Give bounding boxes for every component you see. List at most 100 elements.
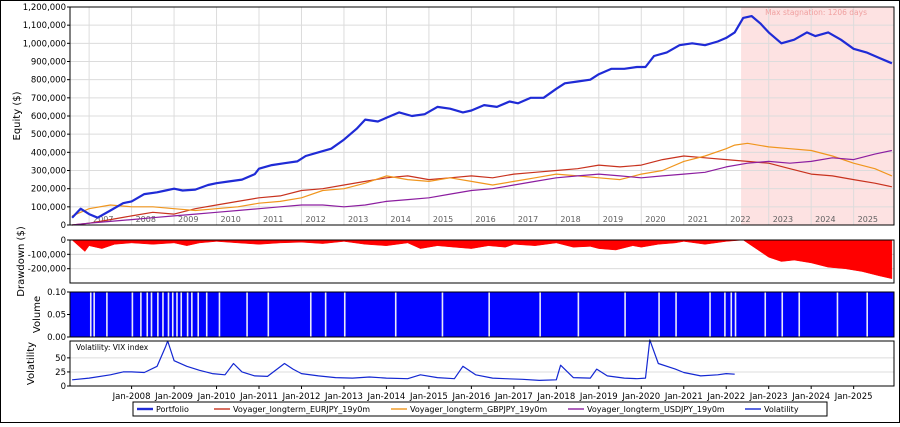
equity-series-portfolio [71, 15, 893, 219]
date-tick-label: Jan-2014 [367, 392, 406, 402]
equity-ytick-label: 1,000,000 [23, 39, 66, 49]
equity-ylabel: Equity ($) [12, 91, 23, 140]
volume-gap [709, 292, 711, 337]
year-label: 2020 [645, 215, 665, 224]
equity-ytick-label: 800,000 [31, 76, 66, 86]
volume-gap [441, 292, 444, 337]
drawdown-ytick-label: -200,000 [28, 265, 66, 275]
volatility-ylabel: Volatility [26, 342, 37, 385]
year-label: 2014 [390, 215, 410, 224]
date-tick-label: Jan-2009 [154, 392, 193, 402]
drawdown-area [71, 239, 893, 280]
volatility-plot-area [70, 341, 894, 386]
volume-gap [488, 292, 490, 337]
equity-ytick-label: 300,000 [31, 167, 66, 177]
legend-label: Voyager_longterm_GBPJPY_19y0m [410, 405, 547, 414]
volume-gap [89, 292, 92, 337]
legend-label: Voyager_longterm_EURJPY_19y0m [233, 405, 370, 414]
volume-gap [577, 292, 580, 337]
equity-ytick-label: 0 [61, 221, 66, 231]
year-label: 2013 [348, 215, 368, 224]
volatility-line [72, 339, 735, 381]
volume-gap [186, 292, 189, 337]
drawdown-ylabel: Drawdown ($) [16, 226, 27, 297]
equity-ytick-label: 400,000 [31, 148, 66, 158]
volume-gap [146, 292, 149, 337]
year-label: 2024 [815, 215, 835, 224]
volume-gap [309, 292, 312, 337]
equity-ytick-label: 1,200,000 [23, 3, 66, 13]
equity-series-gbpjpy [71, 142, 893, 217]
date-tick-label: Jan-2020 [621, 392, 660, 402]
equity-ytick-label: 200,000 [31, 185, 66, 195]
volume-gap [191, 292, 193, 337]
volume-gap [836, 292, 839, 337]
date-tick-label: Jan-2015 [409, 392, 448, 402]
year-label: 2007 [93, 215, 113, 224]
volume-gap [106, 292, 108, 337]
year-label: 2012 [305, 215, 325, 224]
legend-box [132, 401, 828, 417]
year-label: 2019 [603, 215, 623, 224]
date-tick-label: Jan-2021 [664, 392, 703, 402]
legend-label: Volatility [764, 405, 799, 414]
year-label: 2011 [263, 215, 283, 224]
volume-ytick-label: 0.05 [47, 311, 66, 321]
volume-gap [798, 292, 801, 337]
date-tick-label: Jan-2025 [834, 392, 873, 402]
legend-label: Portfolio [156, 405, 189, 414]
volume-gap [140, 292, 142, 337]
drawdown-ytick-label: -100,000 [28, 250, 66, 260]
volatility-ytick-label: 0 [61, 382, 66, 392]
volume-gap [131, 292, 134, 337]
volatility-ytick-label: 50 [55, 354, 66, 364]
date-tick-label: Jan-2022 [706, 392, 745, 402]
year-label: 2015 [433, 215, 453, 224]
equity-ytick-label: 100,000 [31, 203, 66, 213]
date-tick-label: Jan-2017 [494, 392, 533, 402]
date-tick-label: Jan-2016 [451, 392, 490, 402]
volume-gap [724, 292, 726, 337]
volume-ytick-label: 0.10 [47, 288, 66, 298]
date-tick-label: Jan-2018 [536, 392, 575, 402]
date-tick-label: Jan-2013 [324, 392, 363, 402]
volume-gap [171, 292, 174, 337]
date-tick-label: Jan-2023 [749, 392, 788, 402]
volatility-legend-label: Volatility: VIX index [76, 343, 149, 352]
date-tick-label: Jan-2024 [791, 392, 830, 402]
equity-series-usdjpy [72, 149, 893, 226]
volume-gap [343, 292, 346, 337]
volume-gap [218, 292, 221, 337]
drawdown-ytick-label: 0 [61, 236, 66, 246]
date-tick-label: Jan-2019 [579, 392, 618, 402]
volume-gap [93, 292, 95, 337]
volume-ytick-label: 0.00 [47, 333, 66, 343]
year-label: 2008 [136, 215, 156, 224]
volume-gap [394, 292, 397, 337]
equity-ytick-label: 700,000 [31, 94, 66, 104]
year-label: 2017 [518, 215, 538, 224]
volume-gap [764, 292, 767, 337]
volume-gap [267, 292, 270, 337]
volume-gap [150, 292, 153, 337]
volume-bars [70, 292, 894, 337]
volatility-ytick-label: 25 [55, 368, 66, 378]
drawdown-frame [69, 239, 895, 284]
volume-gap [205, 292, 208, 337]
year-label: 2016 [475, 215, 495, 224]
volume-gap [162, 292, 164, 337]
volume-gap [324, 292, 327, 337]
equity-frame [69, 6, 895, 226]
volume-gap [539, 292, 541, 337]
volume-gap [167, 292, 170, 337]
year-label: 2018 [560, 215, 580, 224]
year-label: 2022 [730, 215, 750, 224]
legend-label: Voyager_longterm_USDJPY_19y0m [587, 405, 725, 414]
year-label: 2025 [858, 215, 878, 224]
equity-ytick-label: 1,100,000 [23, 21, 66, 31]
date-tick-label: Jan-2012 [282, 392, 321, 402]
date-tick-label: Jan-2008 [112, 392, 151, 402]
date-tick-label: Jan-2010 [197, 392, 236, 402]
